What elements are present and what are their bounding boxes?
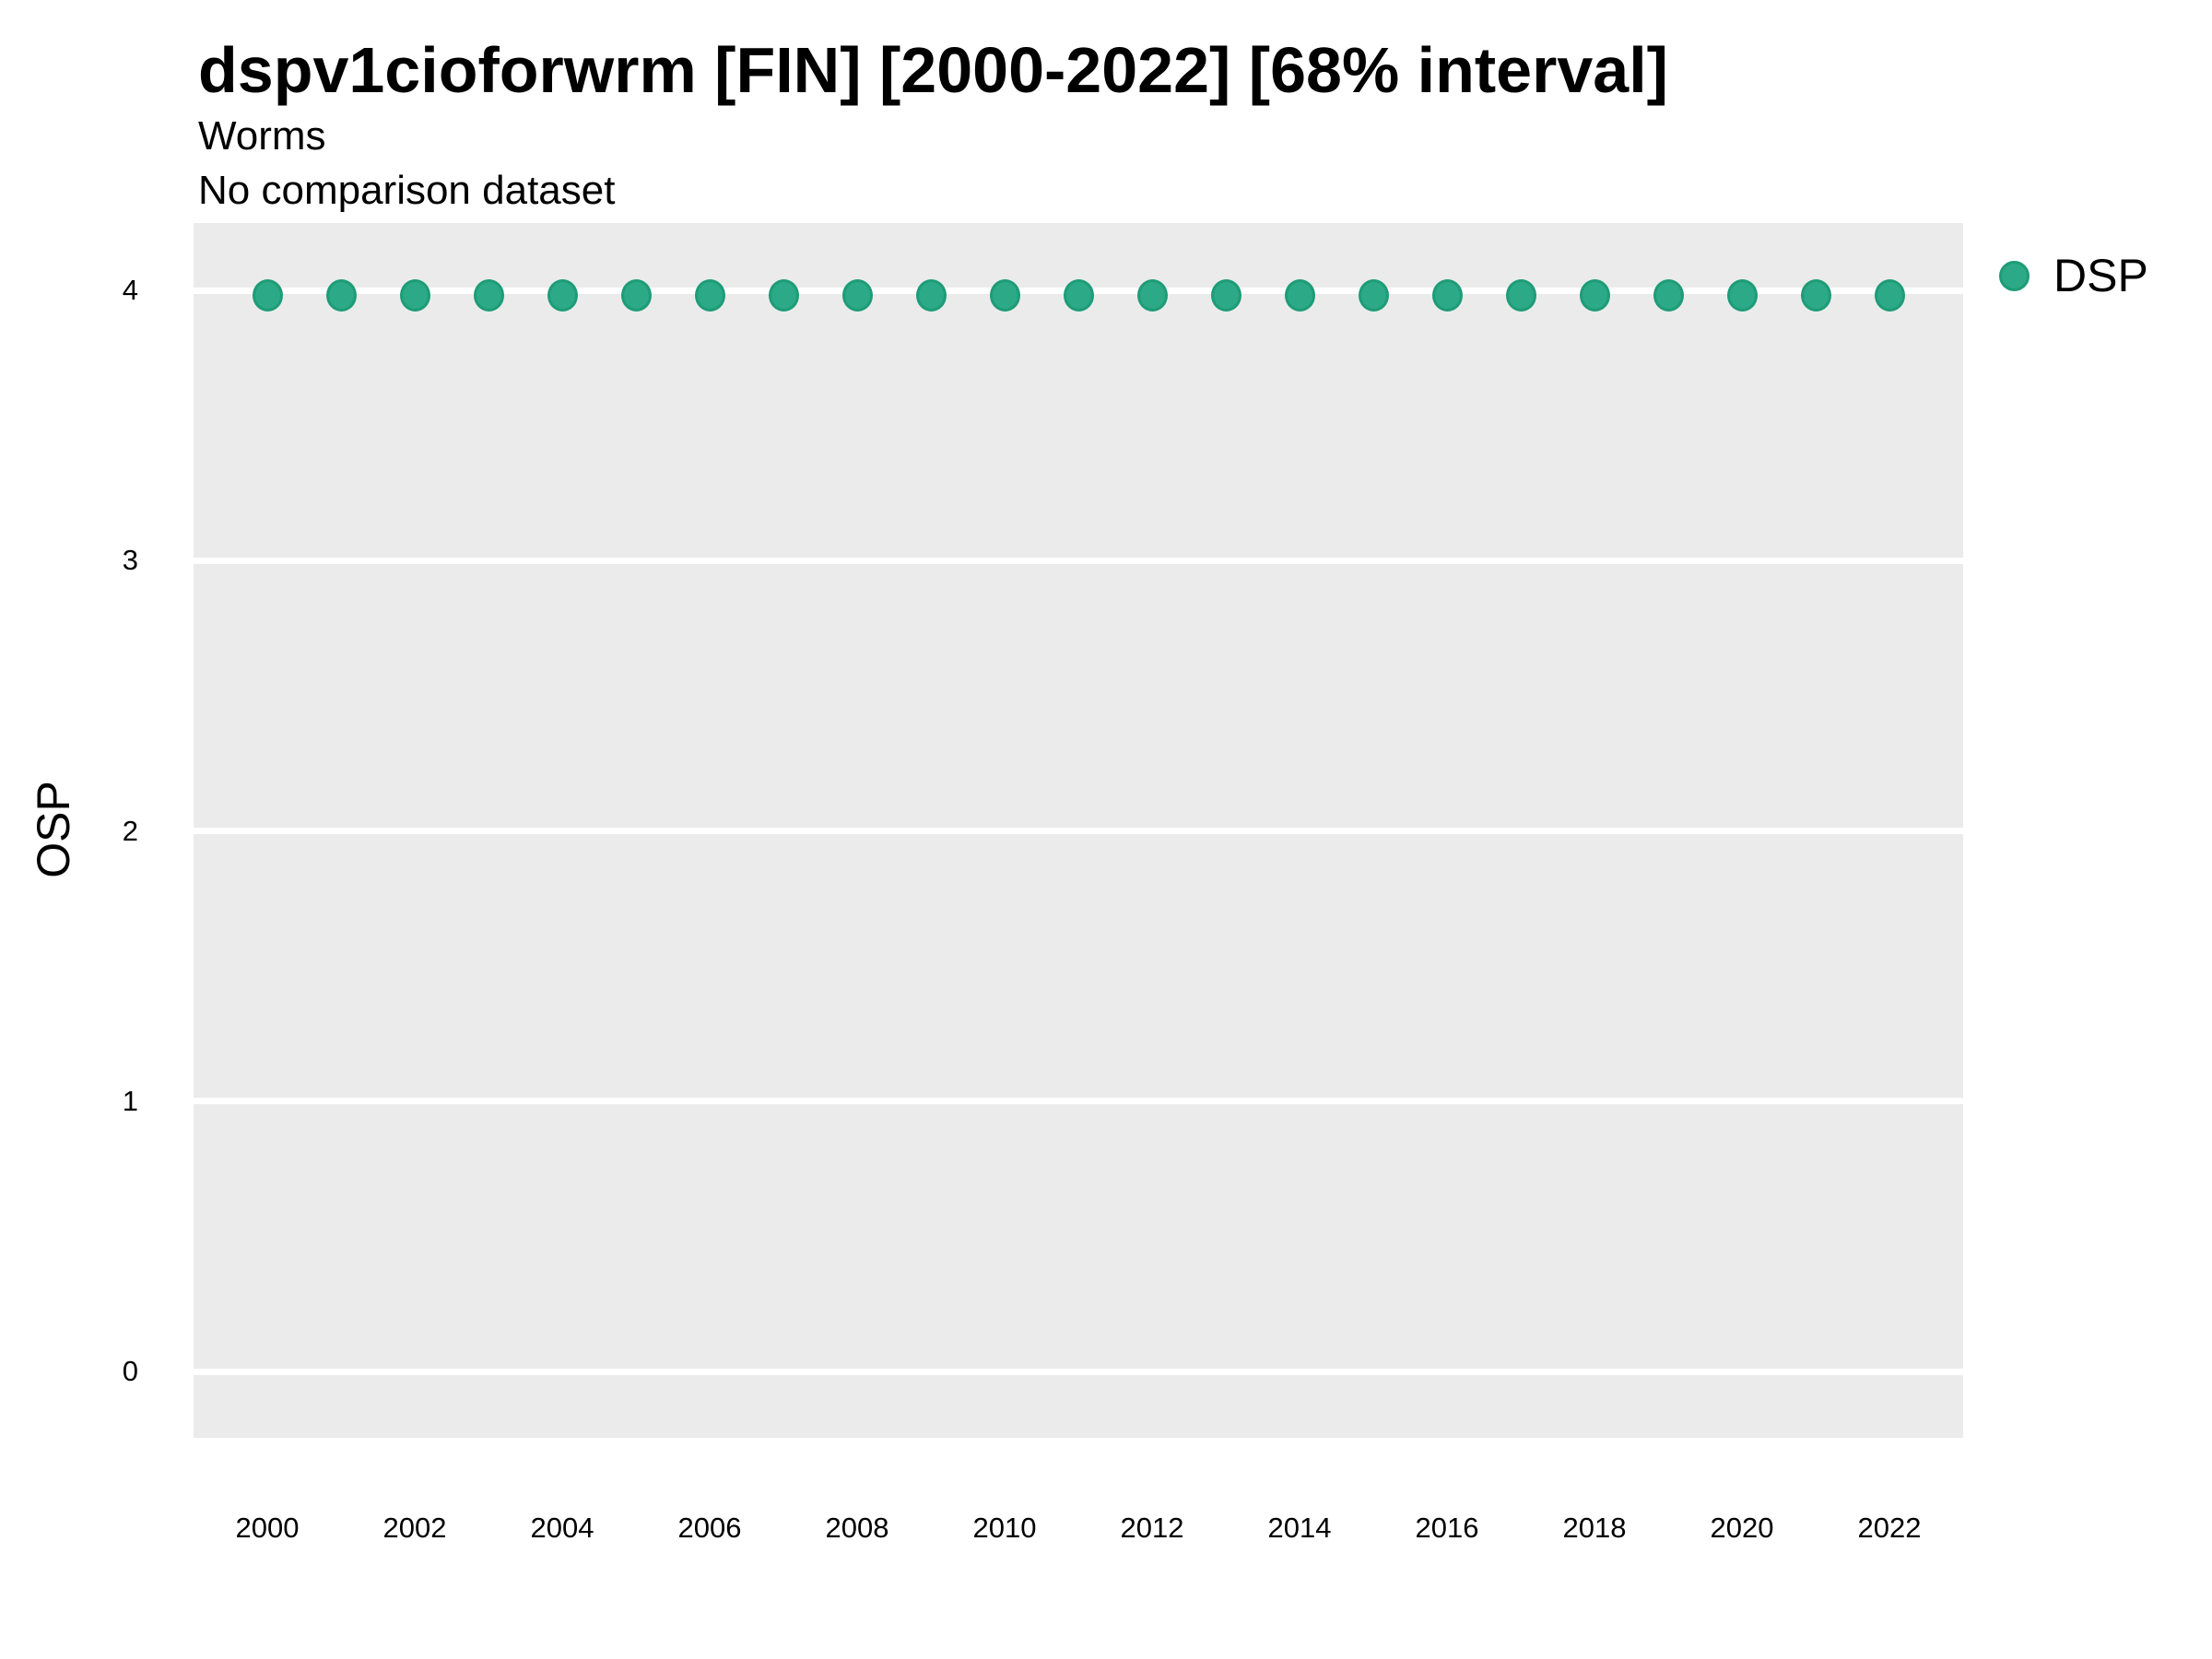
x-tick-label: 2006 [677,1512,742,1544]
data-point [620,279,652,312]
x-tick-label: 2012 [1120,1512,1184,1544]
data-point [547,279,578,312]
data-point [1358,279,1389,312]
y-gridline [194,557,1963,564]
data-point [768,279,799,312]
data-point [1284,279,1315,312]
legend-point-icon [1999,261,2030,291]
data-point [473,279,504,312]
data-point [841,279,873,312]
data-point [1505,279,1536,312]
data-point [1579,279,1610,312]
x-tick-label: 2020 [1710,1512,1774,1544]
x-tick-label: 2010 [972,1512,1037,1544]
data-point [1653,279,1684,312]
y-gridline [194,828,1963,834]
x-tick-label: 2018 [1562,1512,1627,1544]
data-point [1874,279,1905,312]
data-point [325,279,357,312]
x-tick-label: 2002 [382,1512,447,1544]
y-gridline [194,1098,1963,1105]
data-point [399,279,430,312]
plot-panel [194,223,1963,1438]
x-tick-label: 2022 [1857,1512,1922,1544]
y-tick-label: 3 [122,544,138,577]
x-tick-label: 2014 [1267,1512,1332,1544]
y-tick-label: 0 [122,1355,138,1387]
x-tick-label: 2016 [1415,1512,1479,1544]
chart-title: dspv1cioforwrm [FIN] [2000-2022] [68% in… [198,34,1668,106]
data-point [1800,279,1831,312]
data-point [1431,279,1463,312]
legend-series-label: DSP [2053,250,2148,301]
data-point [1726,279,1758,312]
comparison-note: No comparison dataset [198,168,616,213]
x-tick-label: 2008 [825,1512,889,1544]
y-tick-label: 4 [122,274,138,306]
data-point [252,279,283,312]
data-point [1210,279,1241,312]
y-tick-label: 2 [122,814,138,847]
chart-subtitle: Worms [198,113,326,159]
data-point [1136,279,1168,312]
data-point [915,279,947,312]
y-gridline [194,1368,1963,1375]
x-tick-label: 2004 [530,1512,594,1544]
y-tick-label: 1 [122,1084,138,1117]
data-point [1063,279,1094,312]
x-tick-label: 2000 [235,1512,300,1544]
data-point [694,279,725,312]
data-point [989,279,1020,312]
